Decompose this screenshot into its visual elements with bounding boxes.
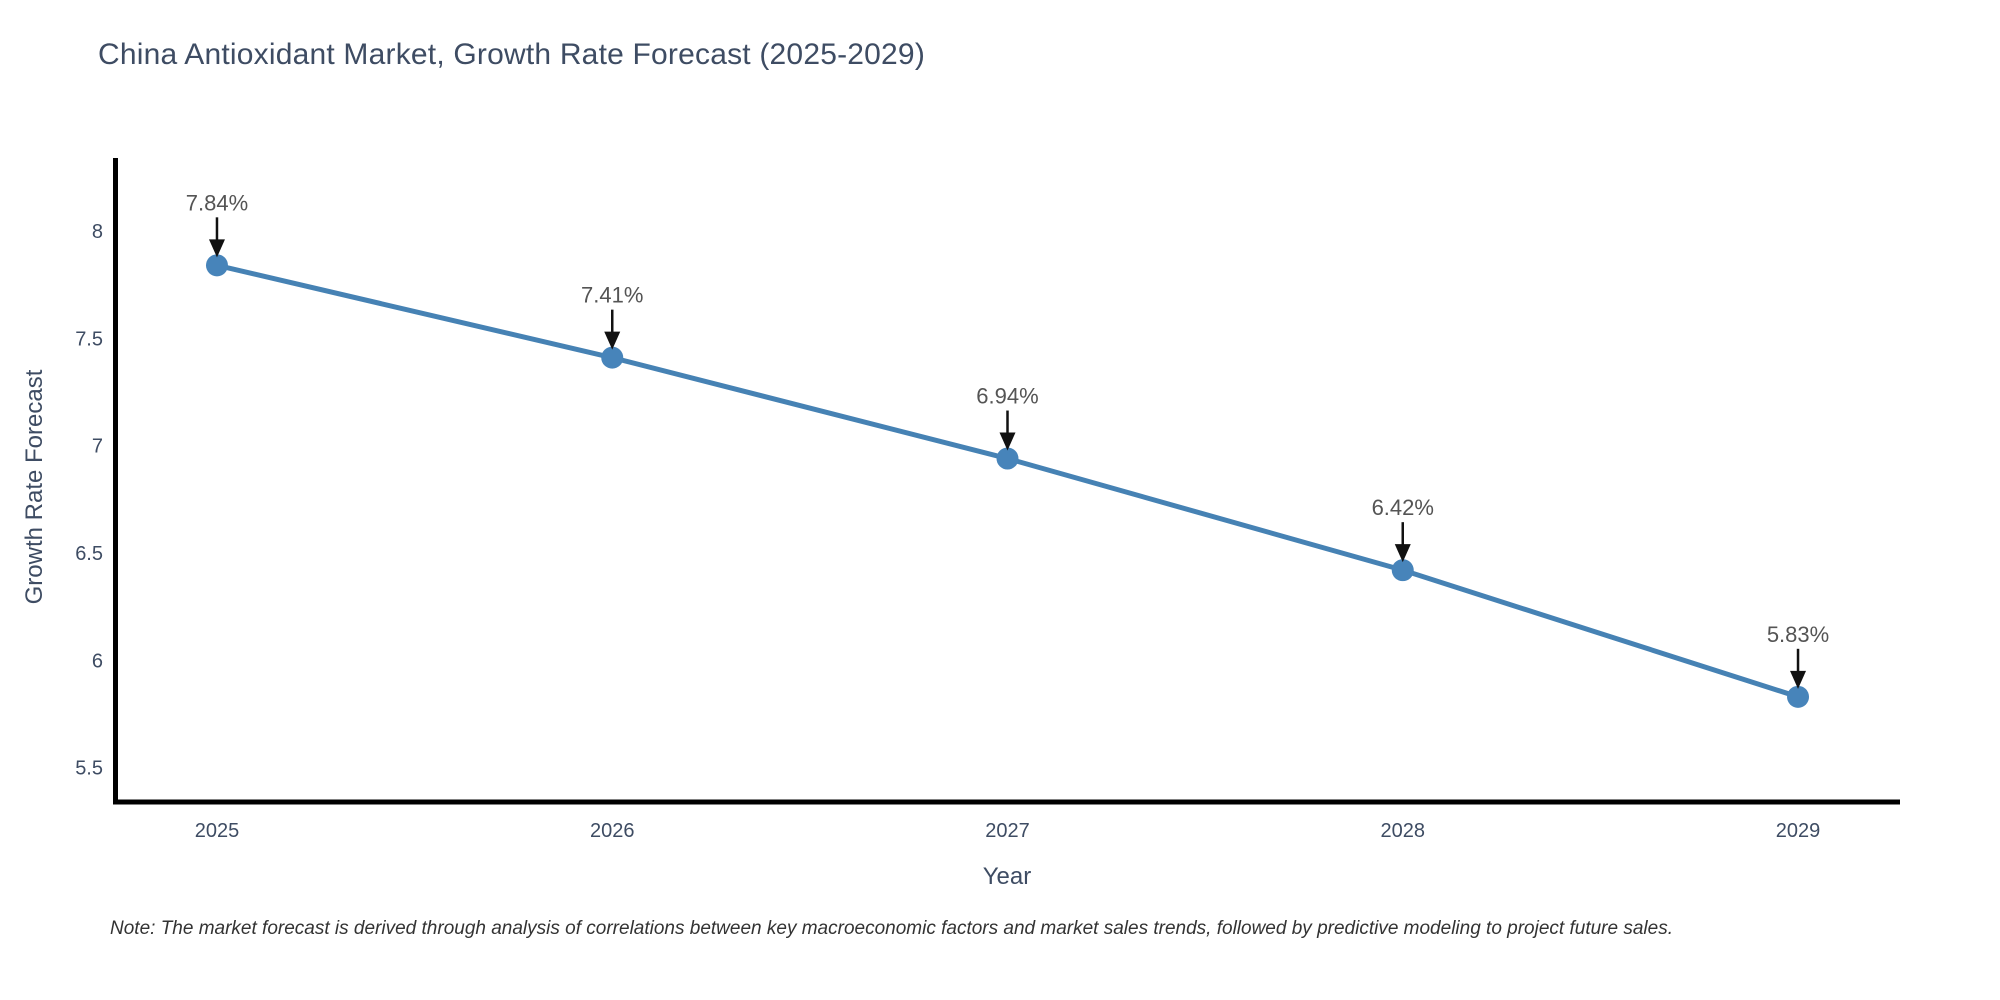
x-tick-label: 2026 (590, 820, 635, 842)
data-point (1391, 559, 1414, 582)
annotation-arrowhead (604, 331, 621, 350)
x-tick-label: 2027 (985, 820, 1030, 842)
y-tick-label: 7 (92, 436, 103, 458)
point-annotation: 6.42% (1372, 495, 1434, 520)
annotation-arrowhead (999, 432, 1016, 451)
annotation-arrowhead (208, 239, 225, 258)
trend-line (214, 262, 1801, 700)
x-tick-label: 2029 (1776, 820, 1821, 842)
y-tick-label: 6.5 (75, 543, 103, 565)
annotation-arrowhead (1790, 670, 1807, 689)
chart-title: China Antioxidant Market, Growth Rate Fo… (98, 38, 926, 71)
x-axis-title: Year (982, 863, 1032, 890)
y-tick-label: 7.5 (75, 328, 103, 350)
point-annotation: 7.41% (581, 283, 643, 308)
y-tick-label: 6 (92, 650, 103, 672)
data-point (205, 254, 228, 277)
x-tick-label: 2028 (1381, 820, 1426, 842)
x-tick-label: 2025 (195, 820, 240, 842)
point-annotation: 5.83% (1767, 622, 1829, 647)
y-axis-title: Growth Rate Forecast (21, 369, 48, 605)
data-point (996, 447, 1019, 470)
data-point (1787, 685, 1810, 708)
y-tick-label: 5.5 (75, 758, 103, 780)
data-point (601, 346, 624, 369)
point-annotation: 6.94% (976, 384, 1038, 409)
annotation-arrowhead (1394, 544, 1411, 563)
footnote: Note: The market forecast is derived thr… (110, 918, 1673, 939)
y-tick-label: 8 (92, 221, 103, 243)
point-annotation: 7.84% (186, 190, 248, 215)
